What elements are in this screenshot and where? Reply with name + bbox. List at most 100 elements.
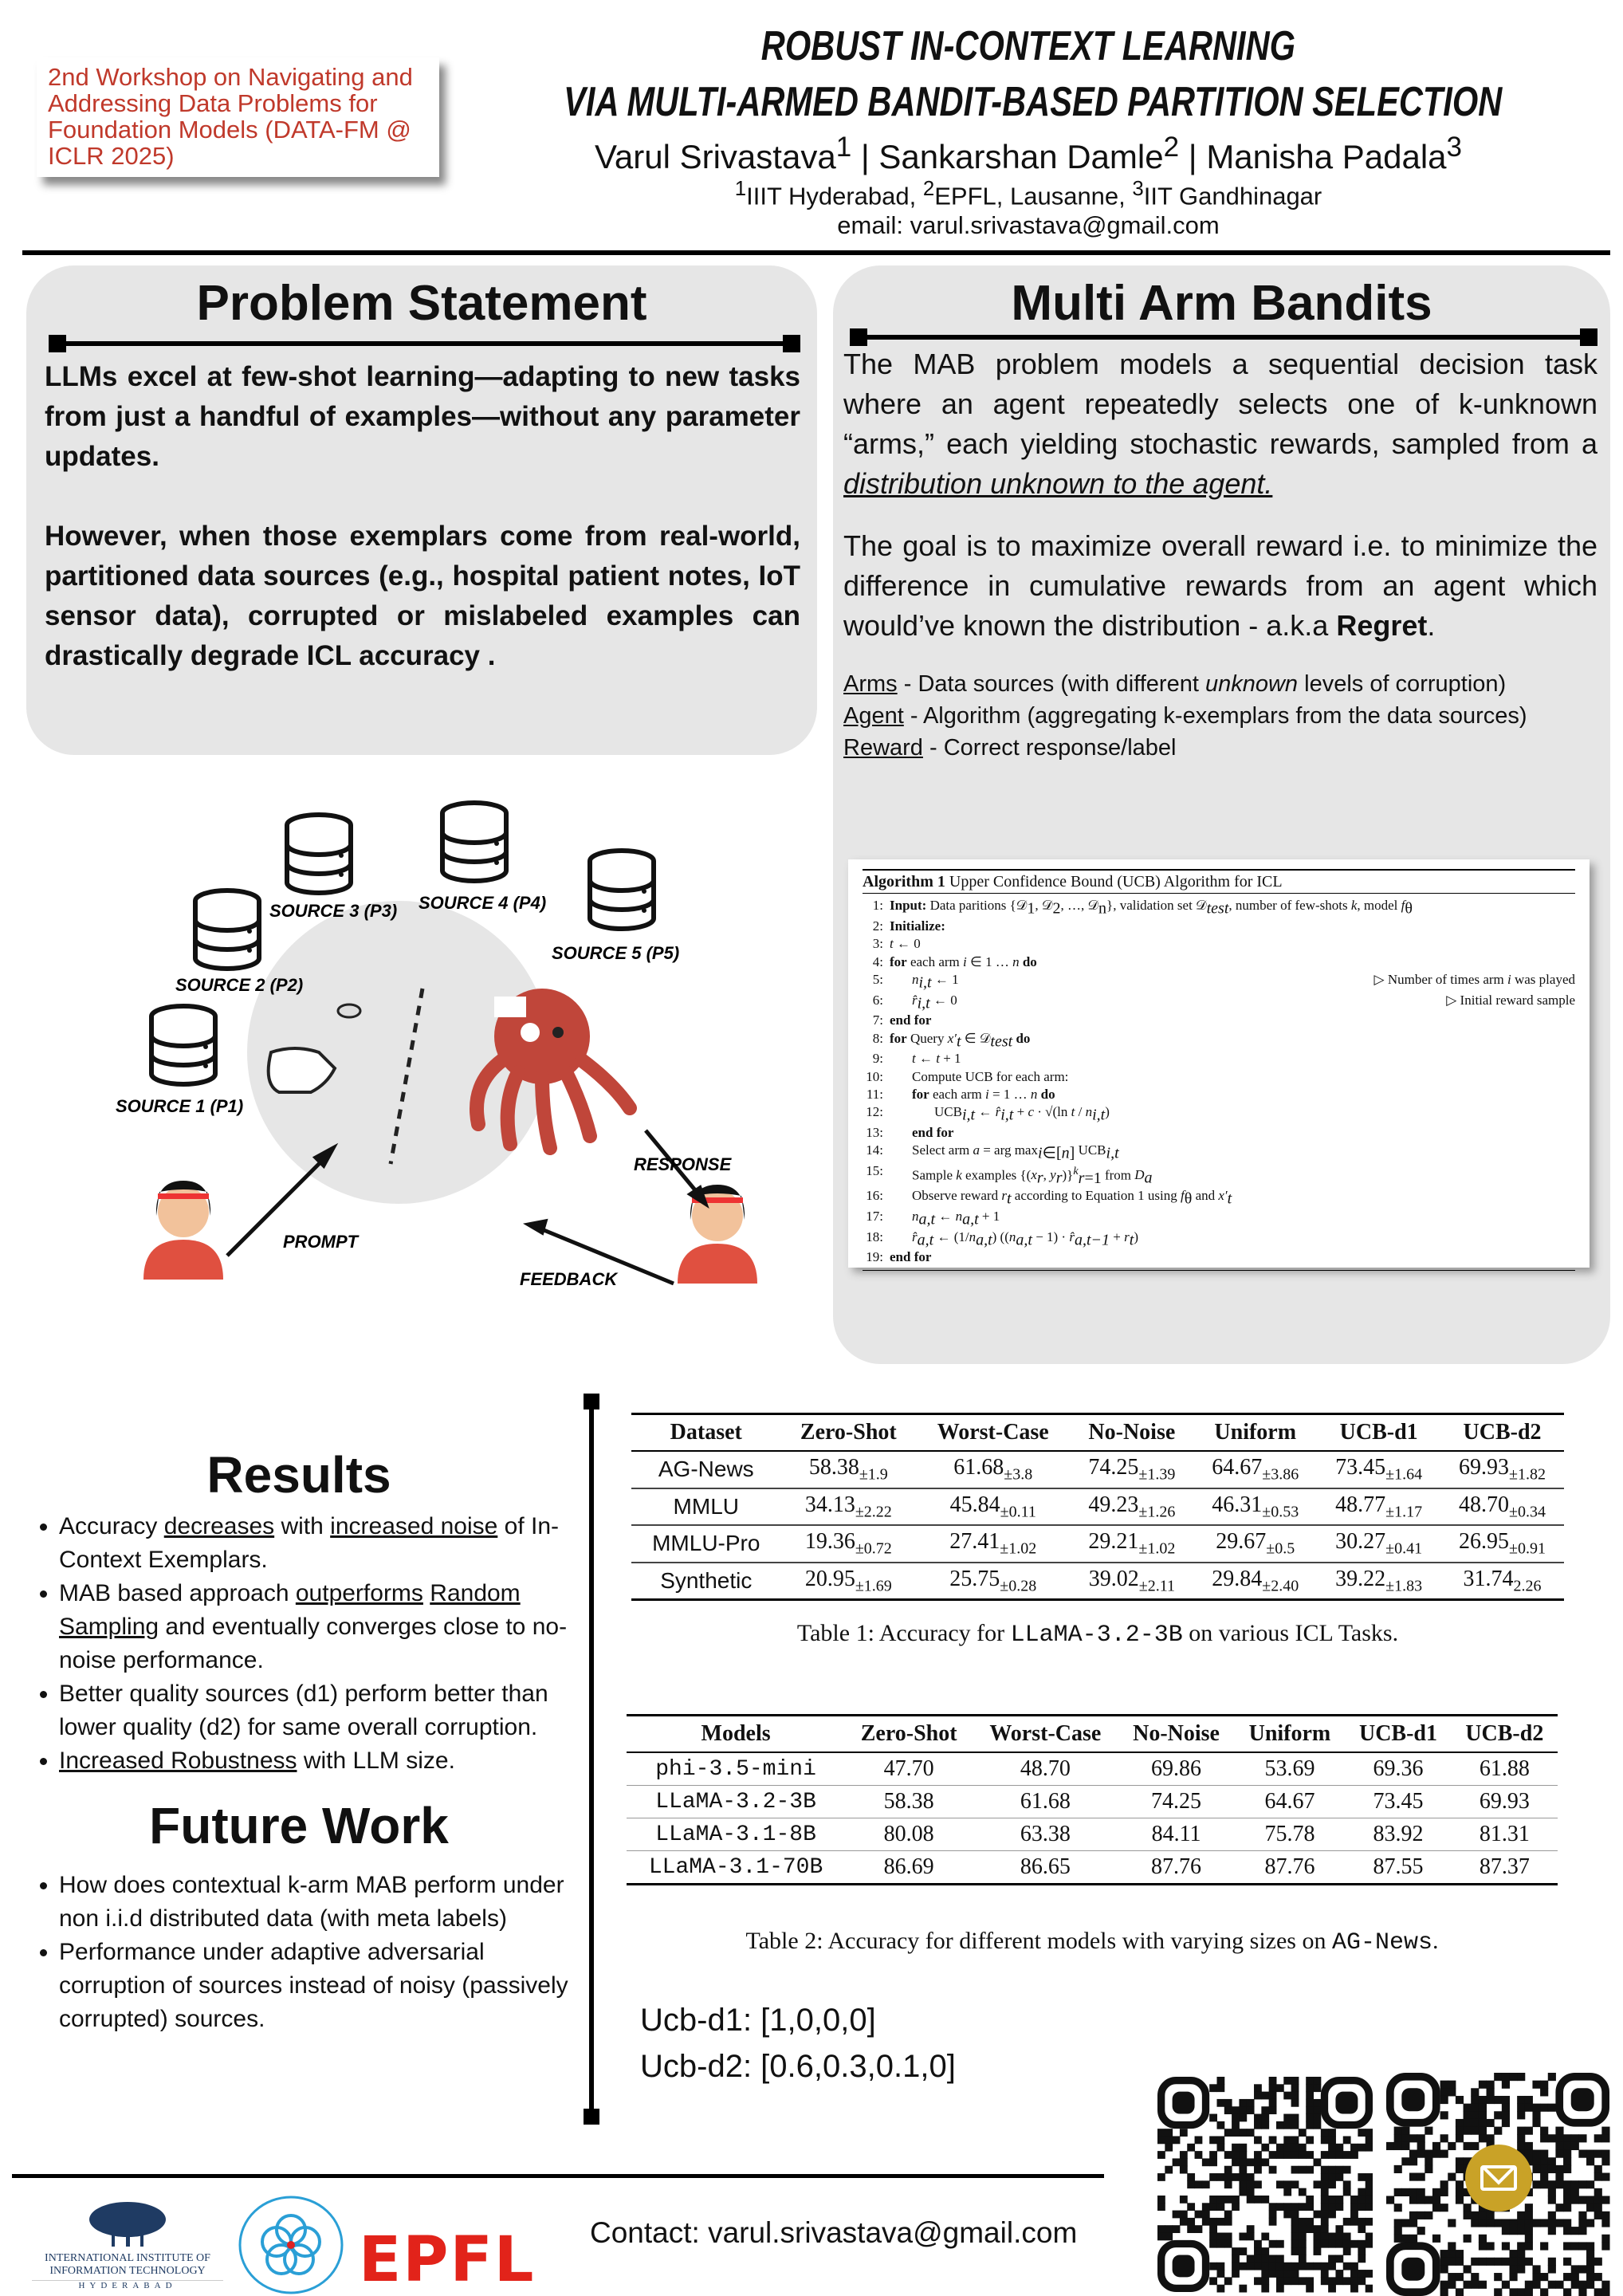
algorithm-line: 14: Select arm a = arg maxi∈[n] UCBi,t <box>866 1142 1119 1162</box>
table-cell: 64.67 <box>1264 1789 1315 1814</box>
mab-p2: The goal is to maximize overall reward i… <box>843 529 1597 642</box>
problem-panel <box>26 265 817 755</box>
algorithm-box: Algorithm 1 Upper Confidence Bound (UCB)… <box>848 859 1590 1271</box>
mail-icon <box>1465 2145 1532 2211</box>
database-icon <box>151 1006 215 1084</box>
algorithm-line-text: t ← 0 <box>890 936 921 952</box>
bullet-item: MAB based approach outperforms Random Sa… <box>59 1577 574 1677</box>
algorithm-line: 6: r̂i,t ← 0 ▷ Initial reward sample <box>872 992 1575 1012</box>
tree-icon <box>89 2202 166 2247</box>
table-cell: 69.93 <box>1479 1789 1530 1814</box>
qr-code[interactable] <box>1386 2073 1613 2296</box>
source-3-label: SOURCE 3 (P3) <box>269 901 397 921</box>
heading-bar <box>49 335 800 352</box>
problem-p2: However, when those exemplars come from … <box>45 521 800 671</box>
table-cell: 48.70 <box>1020 1756 1071 1781</box>
table-cell: 20.95±1.69 <box>804 1566 892 1595</box>
table-cell: 84.11 <box>1151 1822 1201 1846</box>
table-row: LLaMA-3.1-8B 80.08 63.38 84.11 75.78 83.92 81.… <box>627 1818 1558 1851</box>
algorithm-line: 2: Initialize: <box>863 918 1575 935</box>
algorithm-line-text: Input: Data paritions {𝒟1, 𝒟2, …, 𝒟n}, v… <box>890 898 1413 918</box>
table-row: Synthetic 20.95±1.69 25.75±0.28 39.02±2.11 2… <box>631 1563 1564 1600</box>
results-future-column: Results Accuracy decreases with increase… <box>24 1445 574 2036</box>
column-header: UCB-d2 <box>1463 1420 1542 1445</box>
octopus-icon <box>470 989 637 1155</box>
table-2-caption: Table 2: Accuracy for different models w… <box>745 1928 1439 1956</box>
table-cell: 48.70±0.34 <box>1459 1492 1546 1521</box>
table-cell: 46.31±0.53 <box>1212 1492 1299 1521</box>
table-cell: 47.70 <box>883 1756 934 1781</box>
table-cell: 81.31 <box>1479 1822 1530 1846</box>
algorithm-line: 1: Input: Data paritions {𝒟1, 𝒟2, …, 𝒟n},… <box>872 898 1413 918</box>
row-label: AG-News <box>658 1457 754 1482</box>
column-header: Models <box>701 1721 771 1746</box>
table-cell: 61.68 <box>1020 1789 1071 1814</box>
table-cell: 87.76 <box>1264 1854 1315 1879</box>
algorithm-line-text: Sample k examples {(xr, yr)}kr=1 from Da <box>912 1164 1153 1187</box>
algorithm-line: 18: r̂a,t ← (1/na,t) ((na,t − 1) · r̂a,t−… <box>866 1229 1138 1248</box>
algorithm-line: 17: na,t ← na,t + 1 <box>866 1208 1000 1229</box>
table-cell: 25.75±0.28 <box>949 1566 1037 1595</box>
column-header: Uniform <box>1248 1721 1331 1746</box>
table-cell: 29.84±2.40 <box>1212 1566 1299 1595</box>
email: email: varul.srivastava@gmail.com <box>837 211 1220 239</box>
row-label: MMLU-Pro <box>652 1531 760 1556</box>
algorithm-line-text: Observe reward rt according to Equation … <box>912 1188 1232 1208</box>
heading-bar <box>850 328 1597 346</box>
algorithm-line-text: end for <box>890 1012 932 1028</box>
table-cell: 87.37 <box>1479 1854 1530 1879</box>
algorithm-comment: ▷ Number of times arm i was played <box>1373 971 1575 987</box>
author: Sankarshan Damle2 <box>878 132 1180 175</box>
column-header: Dataset <box>670 1420 742 1445</box>
icl-illustration: SOURCE 1 (P1) SOURCE 2 (P2) SOURCE 3 (P3… <box>116 797 757 1289</box>
table-cell: 39.22±1.83 <box>1335 1566 1423 1595</box>
table-cell: 86.65 <box>1020 1854 1071 1879</box>
table-cell: 61.88 <box>1479 1756 1530 1781</box>
algorithm-comment: ▷ Initial reward sample <box>1446 992 1575 1008</box>
contact: Contact: varul.srivastava@gmail.com <box>590 2216 1078 2249</box>
bullet-item: How does contextual k-arm MAB perform un… <box>59 1869 574 1936</box>
algorithm-lines: 1: Input: Data paritions {𝒟1, 𝒟2, …, 𝒟n},… <box>863 897 1575 1266</box>
footer-divider <box>12 2174 1104 2178</box>
column-header: No-Noise <box>1088 1420 1176 1445</box>
table-cell: 74.25 <box>1151 1789 1202 1814</box>
row-label: MMLU <box>673 1493 739 1519</box>
author: Manisha Padala3 <box>1206 132 1462 175</box>
algorithm-line-text: end for <box>912 1124 954 1140</box>
algorithm-line-text: for each arm i ∈ 1 … n do <box>890 953 1037 969</box>
table-cell: 87.55 <box>1373 1854 1424 1879</box>
bullet-item: Increased Robustness with LLM size. <box>59 1744 574 1778</box>
table-cell: 29.67±0.5 <box>1216 1529 1295 1558</box>
column-header: UCB-d1 <box>1339 1420 1418 1445</box>
algorithm-line-text: end for <box>890 1249 932 1265</box>
row-label: phi-3.5-mini <box>655 1756 816 1782</box>
authors: Varul Srivastava1 | Sankarshan Damle2 | … <box>595 132 1462 175</box>
problem-text: LLMs excel at few-shot learning—adapting… <box>45 357 800 676</box>
table-cell: 80.08 <box>883 1822 934 1846</box>
workshop-label: 2nd Workshop on Navigating and Addressin… <box>37 57 439 177</box>
row-label: LLaMA-3.2-3B <box>655 1789 816 1814</box>
feedback-label: FEEDBACK <box>520 1269 619 1289</box>
database-icon <box>287 815 351 893</box>
iitgn-logo <box>238 2196 344 2294</box>
table-cell: 87.76 <box>1151 1854 1202 1879</box>
algorithm-line-text: r̂i,t ← 0 <box>912 992 957 1012</box>
table-cell: 58.38 <box>883 1789 934 1814</box>
algorithm-line: 8: for Query x′t ∈ 𝒟test do <box>872 1030 1031 1050</box>
definition-arms: Arms - Data sources (with different unkn… <box>843 671 1507 697</box>
source-1-label: SOURCE 1 (P1) <box>116 1096 243 1116</box>
prompt-label: PROMPT <box>283 1232 360 1252</box>
algorithm-line: 3: t ← 0 <box>863 935 1575 953</box>
algorithm-line-text: Select arm a = arg maxi∈[n] UCBi,t <box>912 1142 1119 1162</box>
algorithm-line-text: Initialize: <box>890 918 945 934</box>
table-cell: 45.84±0.11 <box>949 1492 1036 1521</box>
column-header: No-Noise <box>1133 1721 1220 1746</box>
algorithm-line-text: Compute UCB for each arm: <box>912 1068 1069 1084</box>
table-cell: 69.86 <box>1151 1756 1202 1781</box>
divider-end <box>584 1394 599 1409</box>
table-cell: 31.742.26 <box>1463 1566 1542 1595</box>
vertical-divider <box>589 1401 594 2118</box>
qr-code[interactable] <box>1157 2077 1373 2296</box>
results-table-1: Dataset Zero-Shot Worst-Case No-Noise Unifor… <box>631 1413 1564 1601</box>
future-list: How does contextual k-arm MAB perform un… <box>24 1869 574 2036</box>
